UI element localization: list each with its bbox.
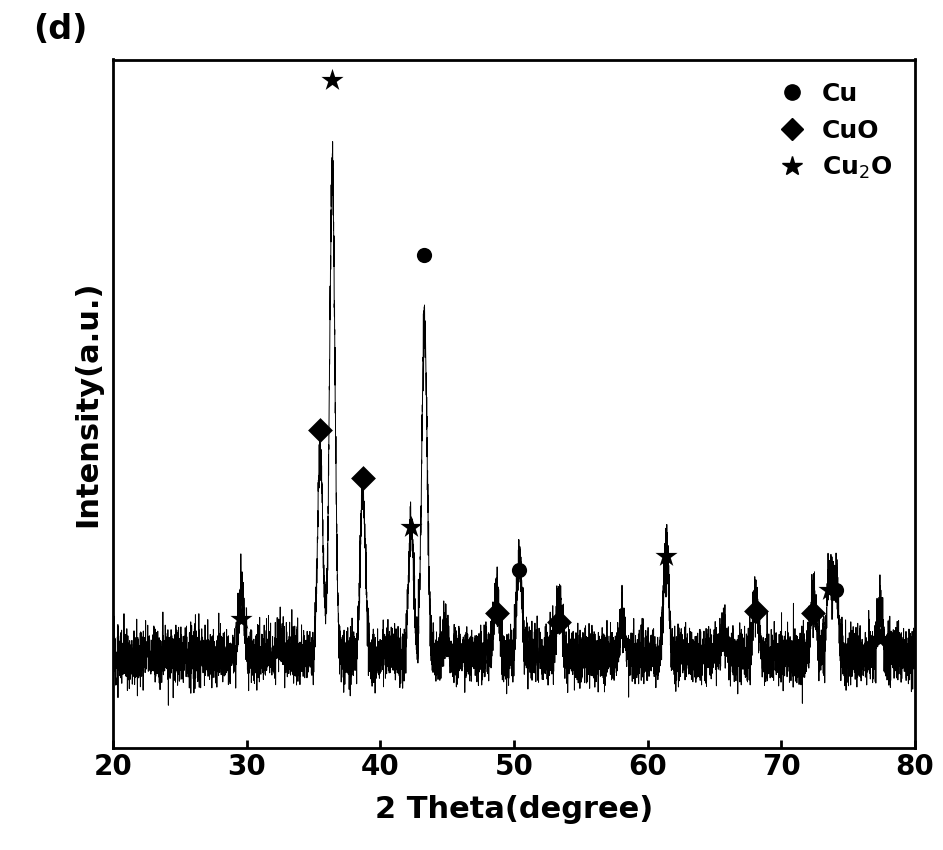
Point [404, 520, 419, 534]
Point [324, 73, 339, 87]
Point [828, 583, 843, 597]
Point [821, 583, 836, 597]
Point [658, 549, 673, 563]
Point [356, 472, 371, 485]
Point [417, 248, 432, 262]
Y-axis label: Intensity(a.u.): Intensity(a.u.) [73, 280, 102, 527]
Point [234, 612, 249, 626]
Point [872, 632, 887, 646]
Point [489, 606, 505, 620]
Point [512, 564, 527, 577]
X-axis label: 2 Theta(degree): 2 Theta(degree) [374, 795, 653, 824]
Point [748, 604, 763, 618]
Point [313, 422, 328, 436]
Text: (d): (d) [33, 13, 88, 46]
Point [552, 615, 567, 629]
Legend: Cu, CuO, Cu$_2$O: Cu, CuO, Cu$_2$O [757, 72, 902, 191]
Point [805, 606, 820, 620]
